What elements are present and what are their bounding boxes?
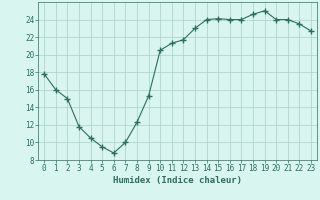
X-axis label: Humidex (Indice chaleur): Humidex (Indice chaleur) bbox=[113, 176, 242, 185]
